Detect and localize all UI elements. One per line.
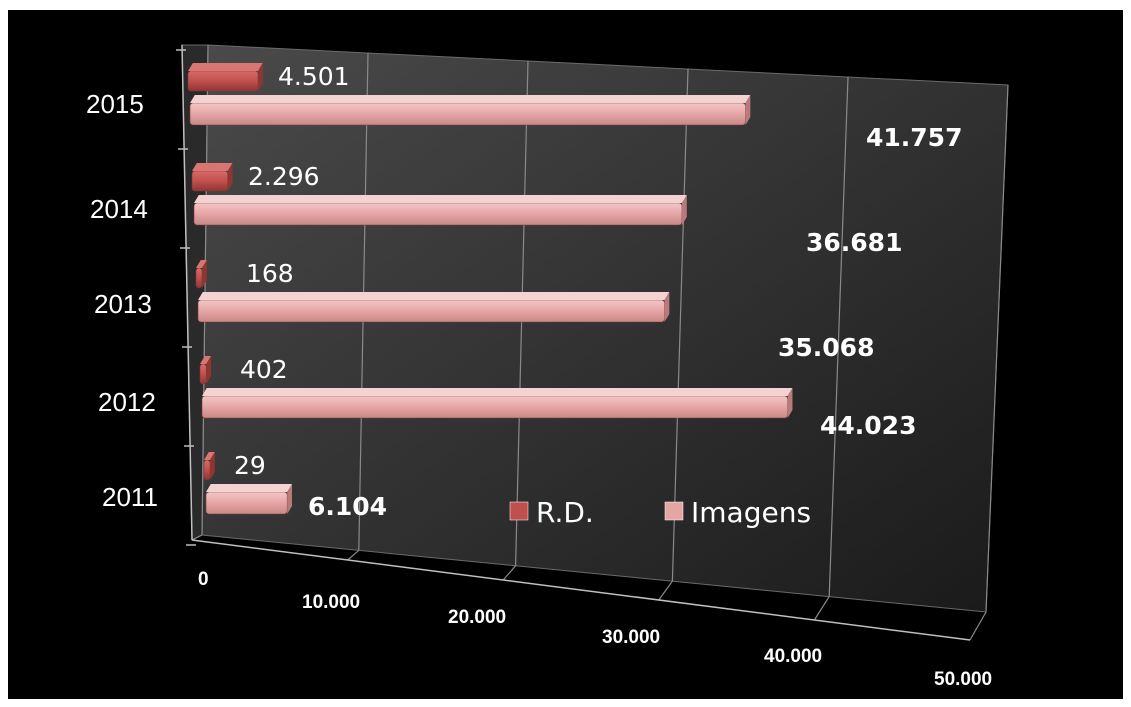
gridline-3: [671, 68, 689, 582]
rd-bar-2014-top: [192, 163, 233, 171]
rd-data-label: 29: [234, 451, 266, 480]
x-tick-label: 30.000: [602, 627, 660, 648]
images-bar-2013: [197, 292, 670, 323]
rd-bar-2012-end: [206, 356, 212, 384]
y-axis-line: [181, 44, 193, 541]
images-bar-2014-front: [193, 202, 683, 226]
images-data-label: 6.104: [308, 492, 387, 521]
images-data-label: 44.023: [820, 411, 916, 440]
x-tick-label: 0: [198, 569, 209, 590]
images-bar-2012-top: [202, 388, 793, 396]
floor-gridline-4: [813, 596, 830, 621]
images-bar-2015: [189, 95, 751, 126]
x-tick-label: 40.000: [764, 646, 822, 667]
x-tick-label: 20.000: [448, 607, 506, 628]
images-data-label: 36.681: [806, 228, 902, 257]
images-bar-2015-end: [745, 95, 751, 125]
images-bar-2011-end: [287, 484, 293, 514]
rd-bar-2015-end: [258, 63, 263, 91]
rd-data-label: 2.296: [248, 162, 320, 191]
images-bar-2014-end: [681, 195, 687, 225]
legend-entry: R.D.: [536, 496, 594, 529]
x-tick-label: 10.000: [302, 592, 360, 613]
floor-gridline-1: [347, 549, 360, 561]
images-bar-2011: [205, 484, 293, 515]
images-bar-2013-end: [664, 292, 670, 322]
images-bar-2012-end: [787, 388, 793, 418]
legend-entry: Imagens: [691, 496, 811, 529]
floor-gridline-5: [969, 611, 987, 641]
category-label: 2015: [86, 89, 144, 119]
images-bar-2015-front: [189, 102, 746, 126]
rd-bar-2015: [187, 63, 263, 92]
rd-bar-2013: [195, 260, 207, 289]
images-bar-2013-front: [197, 299, 665, 323]
floor-gridline-2: [502, 565, 517, 581]
rd-data-label: 402: [240, 355, 288, 384]
legend-swatch: [509, 501, 529, 521]
legend-swatch: [664, 501, 684, 521]
bars: [187, 63, 793, 515]
category-label: 2012: [98, 387, 156, 417]
rd-bar-2011-end: [210, 452, 215, 480]
floor-gridline-0: [191, 534, 203, 541]
rd-bar-2015-top: [188, 63, 263, 71]
rd-data-label: 4.501: [278, 62, 350, 91]
x-axis-line: [191, 539, 971, 641]
rd-bar-2013-end: [202, 260, 207, 288]
rd-bar-2014-front: [191, 170, 229, 192]
rd-bar-2013-front: [195, 267, 203, 289]
rd-data-label: 168: [246, 259, 294, 288]
rd-bar-2011-front: [203, 459, 211, 481]
gridline-0: [201, 44, 209, 536]
images-bar-2014-top: [194, 195, 687, 203]
images-data-label: 41.757: [866, 123, 962, 152]
images-bar-2011-top: [206, 484, 293, 492]
images-bar-2012-front: [201, 395, 788, 419]
x-tick-label: 50.000: [934, 669, 992, 690]
rd-bar-2012-top: [200, 356, 212, 364]
category-label: 2013: [94, 289, 152, 319]
gridline-5: [985, 84, 1009, 613]
gridline-4: [828, 76, 849, 597]
rd-bar-2013-top: [196, 260, 207, 268]
images-bar-2011-front: [205, 491, 288, 515]
legend: R.D. Imagens: [509, 496, 811, 529]
category-label: 2011: [102, 482, 158, 512]
images-bar-2015-top: [190, 95, 751, 103]
images-bar-2013-top: [198, 292, 670, 300]
rd-bar-2015-front: [187, 70, 259, 92]
rd-bar-2012-front: [199, 363, 207, 385]
data-labels: 4.501 41.757 2.296 36.681 168 35.068 402 44.023…: [234, 62, 962, 521]
rd-bar-2014-end: [227, 163, 233, 191]
images-data-label: 35.068: [778, 333, 874, 362]
rd-bar-2014: [191, 163, 233, 192]
axes: 0 10.000 20.000 30.000 40.000 50.000 2015 2014 2…: [86, 44, 992, 690]
images-bar-2014: [193, 195, 687, 226]
category-label: 2014: [90, 194, 148, 224]
floor-gridline-3: [658, 580, 673, 601]
rd-bar-2012: [199, 356, 212, 385]
rd-bar-2011: [203, 452, 215, 481]
rd-bar-2011-top: [204, 452, 215, 460]
images-bar-2012: [201, 388, 793, 419]
